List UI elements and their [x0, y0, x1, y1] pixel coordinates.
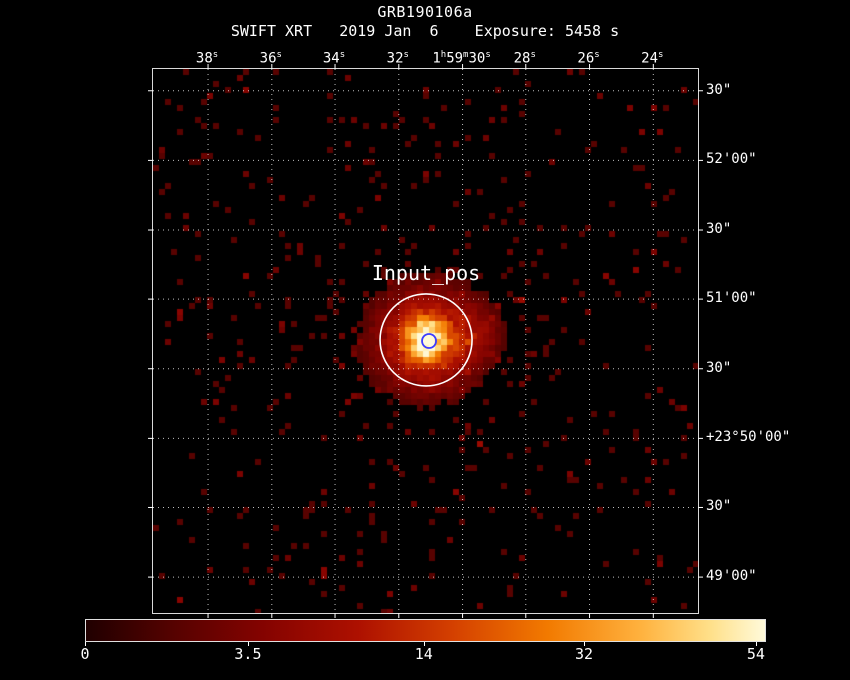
ra-tick-label: 1h59m30s: [432, 50, 491, 67]
ra-tick-label: 38s: [195, 50, 219, 67]
dec-tick-label: 51'00": [706, 290, 757, 307]
dec-tick-label: 30": [706, 221, 732, 238]
dec-tick-label: 30": [706, 498, 732, 515]
colorbar: [85, 619, 766, 642]
ra-tick-label: 24s: [641, 50, 664, 67]
dec-tick-label: 52'00": [706, 151, 757, 168]
colorbar-tick-label: 14: [414, 645, 433, 663]
colorbar-tick: [423, 642, 425, 646]
ra-tick-label: 32s: [386, 50, 409, 67]
ra-tick-label: 26s: [577, 50, 600, 67]
ra-tick-label: 36s: [259, 50, 282, 67]
colorbar-tick: [85, 642, 86, 646]
dec-tick-label: +23°50'00": [706, 429, 791, 446]
dec-tick-label: 49'00": [706, 568, 757, 585]
grid-annotation-overlay: Input_pos: [148, 64, 703, 618]
colorbar-tick-label: 3.5: [234, 645, 262, 663]
page-title: GRB190106a: [377, 3, 473, 21]
dec-tick-label: 30": [706, 359, 732, 376]
colorbar-tick: [584, 642, 586, 646]
input-position-circle: [421, 333, 437, 349]
colorbar-tick-label: 0: [80, 645, 90, 663]
colorbar-tick: [755, 642, 757, 646]
xray-counts-image: [153, 69, 698, 613]
dec-tick-label: 30": [706, 81, 732, 98]
source-extraction-circle: [379, 293, 473, 387]
ra-tick-label: 34s: [322, 50, 346, 67]
colorbar-tick-label: 54: [746, 645, 765, 663]
colorbar-tick-label: 32: [575, 645, 594, 663]
colorbar-tick: [247, 642, 249, 646]
observation-subtitle: SWIFT XRT 2019 Jan 6 Exposure: 5458 s: [230, 22, 620, 40]
ra-tick-label: 28s: [513, 50, 536, 67]
input-pos-label: Input_pos: [372, 261, 480, 285]
sky-image-frame: Input_pos: [148, 64, 703, 618]
